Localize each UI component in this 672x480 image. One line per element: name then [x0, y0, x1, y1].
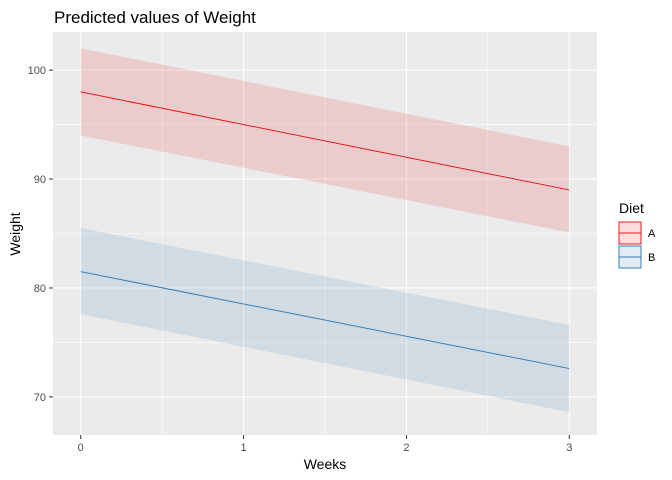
- y-axis-ticks: 70 80 90 100: [28, 65, 53, 404]
- y-axis-title: Weight: [7, 212, 23, 255]
- x-tick-label: 2: [403, 442, 409, 454]
- ribbon-a: [80, 48, 570, 233]
- x-axis-ticks: 0 1 2 3: [78, 435, 572, 454]
- x-axis-title: Weeks: [304, 456, 347, 472]
- y-tick-label: 80: [34, 283, 46, 295]
- y-tick-label: 100: [28, 65, 46, 77]
- y-tick-label: 90: [34, 174, 46, 186]
- legend-title: Diet: [619, 200, 644, 216]
- legend: Diet AB: [618, 200, 656, 269]
- x-tick-label: 0: [78, 442, 84, 454]
- legend-label-a: A: [648, 228, 656, 240]
- line-b: [80, 271, 570, 370]
- x-tick-label: 1: [241, 442, 247, 454]
- y-tick-label: 70: [34, 392, 46, 404]
- chart-title: Predicted values of Weight: [54, 8, 256, 27]
- major-gridlines: [53, 32, 597, 435]
- line-a: [80, 91, 570, 191]
- minor-gridlines: [53, 32, 597, 435]
- series-lines: [80, 91, 570, 370]
- x-tick-label: 3: [566, 442, 572, 454]
- legend-label-b: B: [648, 252, 655, 264]
